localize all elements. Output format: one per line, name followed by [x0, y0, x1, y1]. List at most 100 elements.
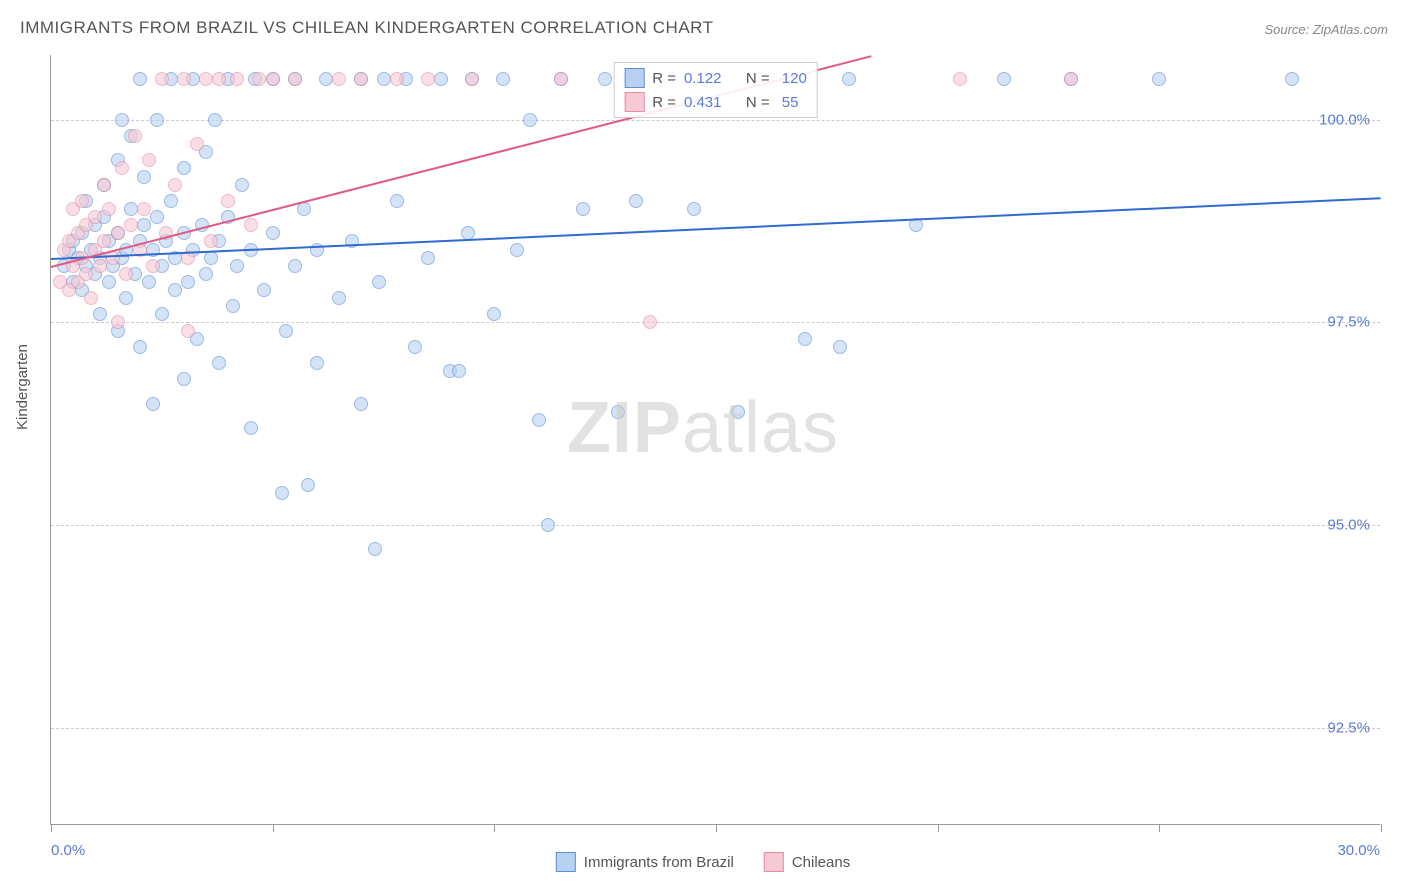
scatter-point-brazil	[266, 226, 280, 240]
scatter-point-brazil	[137, 218, 151, 232]
scatter-point-chileans	[953, 72, 967, 86]
scatter-point-brazil	[212, 356, 226, 370]
scatter-point-brazil	[115, 113, 129, 127]
scatter-point-chileans	[643, 315, 657, 329]
scatter-point-brazil	[226, 299, 240, 313]
scatter-point-chileans	[102, 202, 116, 216]
scatter-point-brazil	[150, 113, 164, 127]
scatter-point-brazil	[541, 518, 555, 532]
scatter-point-brazil	[598, 72, 612, 86]
scatter-point-chileans	[1064, 72, 1078, 86]
scatter-point-brazil	[523, 113, 537, 127]
scatter-point-chileans	[97, 234, 111, 248]
legend-label-chileans: Chileans	[792, 854, 850, 871]
scatter-point-chileans	[221, 194, 235, 208]
scatter-point-chileans	[142, 153, 156, 167]
stat-r-label: R =	[652, 94, 676, 111]
scatter-point-brazil	[177, 372, 191, 386]
x-tick	[1159, 824, 1160, 832]
scatter-point-brazil	[181, 275, 195, 289]
scatter-point-chileans	[288, 72, 302, 86]
legend-label-brazil: Immigrants from Brazil	[584, 854, 734, 871]
scatter-point-brazil	[1152, 72, 1166, 86]
scatter-point-brazil	[731, 405, 745, 419]
scatter-point-chileans	[88, 210, 102, 224]
x-label-end: 30.0%	[1337, 842, 1380, 859]
scatter-point-brazil	[408, 340, 422, 354]
scatter-point-brazil	[142, 275, 156, 289]
stat-n-label: N =	[746, 70, 770, 87]
scatter-point-chileans	[75, 194, 89, 208]
legend-item-chileans: Chileans	[764, 852, 850, 872]
scatter-point-brazil	[150, 210, 164, 224]
scatter-point-brazil	[168, 283, 182, 297]
scatter-point-chileans	[146, 259, 160, 273]
scatter-point-brazil	[124, 202, 138, 216]
scatter-point-brazil	[102, 275, 116, 289]
scatter-point-chileans	[244, 218, 258, 232]
scatter-point-brazil	[288, 259, 302, 273]
stats-row-brazil: R =0.122 N = 120	[624, 66, 807, 90]
scatter-point-chileans	[111, 226, 125, 240]
scatter-point-brazil	[629, 194, 643, 208]
scatter-point-brazil	[368, 542, 382, 556]
scatter-point-chileans	[266, 72, 280, 86]
scatter-point-chileans	[199, 72, 213, 86]
x-tick	[51, 824, 52, 832]
x-label-start: 0.0%	[51, 842, 85, 859]
scatter-point-chileans	[115, 161, 129, 175]
grid-line	[51, 322, 1380, 323]
scatter-point-chileans	[190, 137, 204, 151]
scatter-point-chileans	[93, 259, 107, 273]
scatter-point-brazil	[611, 405, 625, 419]
scatter-point-chileans	[97, 178, 111, 192]
scatter-point-brazil	[452, 364, 466, 378]
scatter-point-brazil	[354, 397, 368, 411]
grid-line	[51, 728, 1380, 729]
scatter-point-chileans	[332, 72, 346, 86]
scatter-point-brazil	[275, 486, 289, 500]
scatter-point-chileans	[390, 72, 404, 86]
x-tick	[1381, 824, 1382, 832]
scatter-point-brazil	[487, 307, 501, 321]
grid-line	[51, 120, 1380, 121]
scatter-point-brazil	[372, 275, 386, 289]
stat-n-value: 55	[778, 94, 799, 111]
scatter-point-chileans	[181, 324, 195, 338]
stats-swatch	[624, 92, 644, 112]
scatter-point-brazil	[133, 72, 147, 86]
grid-line	[51, 525, 1380, 526]
x-tick	[273, 824, 274, 832]
stats-legend: R =0.122 N = 120 R = 0.431 N = 55	[613, 62, 818, 118]
scatter-point-chileans	[128, 129, 142, 143]
scatter-point-chileans	[124, 218, 138, 232]
scatter-point-brazil	[421, 251, 435, 265]
scatter-point-brazil	[310, 356, 324, 370]
legend-swatch-brazil	[556, 852, 576, 872]
stat-r-value: 0.431	[684, 94, 722, 111]
scatter-point-chileans	[465, 72, 479, 86]
x-tick	[938, 824, 939, 832]
scatter-point-brazil	[532, 413, 546, 427]
legend-swatch-chileans	[764, 852, 784, 872]
scatter-point-brazil	[798, 332, 812, 346]
scatter-point-brazil	[177, 161, 191, 175]
scatter-point-chileans	[252, 72, 266, 86]
scatter-point-chileans	[111, 315, 125, 329]
y-tick-label: 100.0%	[1319, 111, 1370, 128]
scatter-point-chileans	[212, 72, 226, 86]
scatter-point-brazil	[133, 340, 147, 354]
stat-n-label: N =	[746, 94, 770, 111]
legend-item-brazil: Immigrants from Brazil	[556, 852, 734, 872]
stats-row-chileans: R = 0.431 N = 55	[624, 90, 807, 114]
scatter-point-chileans	[421, 72, 435, 86]
scatter-point-brazil	[510, 243, 524, 257]
scatter-point-brazil	[199, 267, 213, 281]
scatter-point-brazil	[434, 72, 448, 86]
scatter-point-chileans	[204, 234, 218, 248]
scatter-point-brazil	[119, 291, 133, 305]
plot-area: 92.5%95.0%97.5%100.0%0.0%30.0%R =0.122 N…	[50, 55, 1380, 825]
y-tick-label: 95.0%	[1327, 517, 1370, 534]
scatter-point-brazil	[997, 72, 1011, 86]
scatter-point-chileans	[177, 72, 191, 86]
